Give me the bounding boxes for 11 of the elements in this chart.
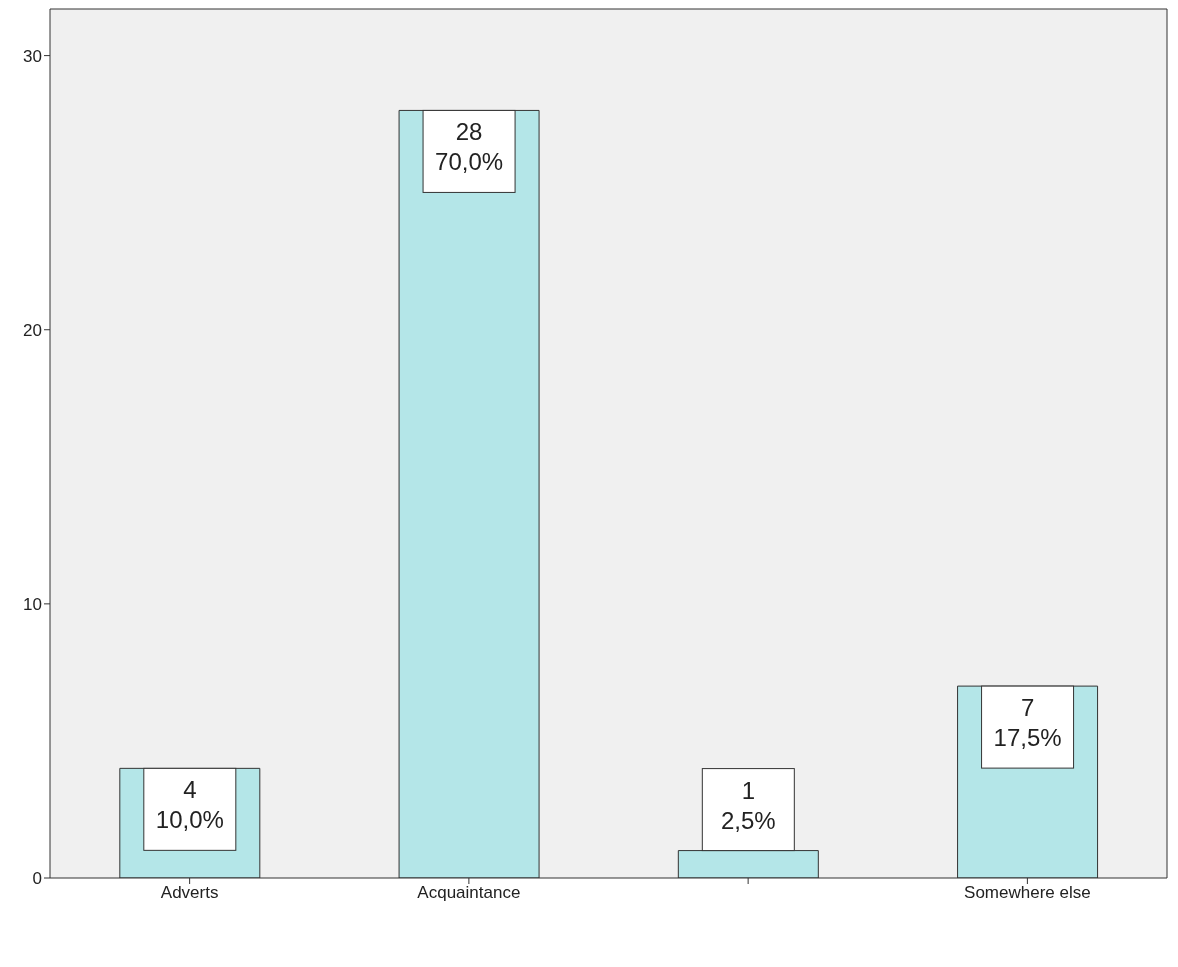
data-label: 7 17,5% bbox=[993, 694, 1062, 752]
y-tick-label: 30 bbox=[23, 46, 42, 66]
x-tick-label: Somewhere else bbox=[964, 883, 1091, 903]
data-label: 4 10,0% bbox=[155, 776, 224, 834]
y-tick-label: 10 bbox=[23, 594, 42, 614]
y-tick-label: 20 bbox=[23, 320, 42, 340]
y-tick-label: 0 bbox=[32, 869, 42, 889]
x-tick-label: Adverts bbox=[160, 883, 219, 903]
x-tick-label: Acquaintance bbox=[417, 883, 521, 903]
data-label: 1 2,5% bbox=[720, 776, 776, 834]
data-label: 28 70,0% bbox=[435, 118, 504, 176]
